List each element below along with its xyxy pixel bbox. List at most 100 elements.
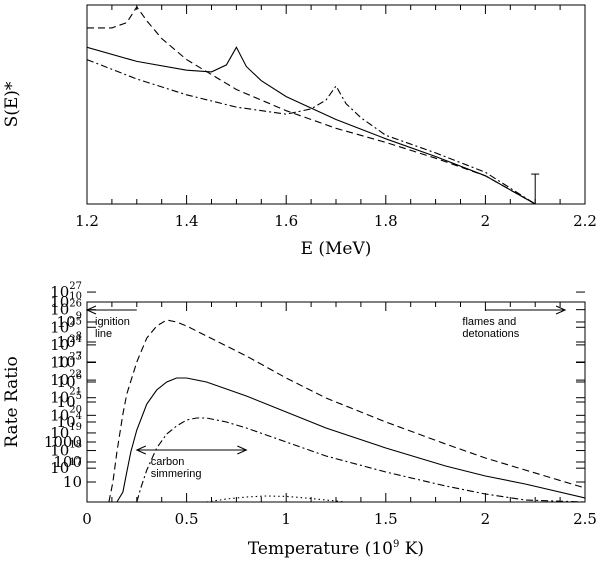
y-tick-base: 10 <box>50 336 69 354</box>
x-tick-label: 1.8 <box>374 212 398 230</box>
y-tick-base: 10 <box>50 353 69 371</box>
y-axis-label: Rate Ratio <box>2 356 22 447</box>
x-axis-label-unit: K) <box>399 539 424 559</box>
y-tick-exponent: 9 <box>76 311 82 322</box>
y-tick-exponent: 18 <box>69 440 82 451</box>
y-tick-label: 107 <box>57 351 82 371</box>
y-tick-base: 10 <box>57 373 76 391</box>
y-tick-base: 1000 <box>44 433 82 451</box>
x-tick-label: 1.4 <box>175 212 199 230</box>
x-axis-label: E (MeV) <box>301 239 372 259</box>
y-tick-exponent: 27 <box>69 281 82 292</box>
x-axis-label: Temperature (109 K) <box>248 539 424 559</box>
y-tick-label: 108 <box>57 331 82 351</box>
x-tick-label: 2.2 <box>573 212 597 230</box>
y-tick-base: 10 <box>50 318 69 336</box>
y-tick-base: 10 <box>50 301 69 319</box>
y-tick-label: 1010 <box>50 291 82 311</box>
arrow-head <box>237 445 248 455</box>
x-tick-label: 2 <box>481 212 491 230</box>
y-tick-base: 10 <box>57 413 76 431</box>
y-tick-exponent: 22 <box>69 369 82 380</box>
y-tick-label: 1019 <box>50 422 82 442</box>
y-tick-base: 10 <box>50 389 69 407</box>
y-tick-exponent: 8 <box>76 331 82 342</box>
arrow-head <box>135 445 147 455</box>
series-line-dash-dot <box>136 417 585 502</box>
y-tick-exponent: 24 <box>69 334 82 345</box>
x-tick-label: 2 <box>481 510 491 528</box>
y-tick-label: 109 <box>57 311 82 331</box>
y-tick-exponent: 17 <box>69 457 82 468</box>
y-tick-base: 10 <box>50 442 69 460</box>
x-axis-label-exponent: 9 <box>393 539 399 550</box>
series-line-dash-dot <box>87 59 536 204</box>
y-tick-label: 1023 <box>50 351 82 371</box>
y-tick-exponent: 19 <box>69 422 82 433</box>
plot-frame <box>86 4 586 205</box>
y-tick-base: 10 <box>50 293 69 311</box>
y-tick-label: 1021 <box>50 387 82 407</box>
y-tick-exponent: 20 <box>69 404 82 415</box>
y-tick-exponent: 4 <box>76 411 82 422</box>
y-tick-base: 10 <box>50 459 69 477</box>
x-axis-label-main: Temperature (10 <box>248 539 393 559</box>
x-tick-label: 0 <box>82 510 92 528</box>
y-tick-exponent: 21 <box>69 387 82 398</box>
y-tick-base: 10 <box>63 473 82 491</box>
y-tick-label: 1017 <box>50 457 82 477</box>
y-tick-base: 10 <box>57 353 76 371</box>
y-tick-exponent: 23 <box>69 351 82 362</box>
x-tick-label: 1.2 <box>75 212 99 230</box>
y-tick-label: 106 <box>57 371 82 391</box>
y-tick-exponent: 26 <box>69 299 82 310</box>
top-chart: 1.2 1.4 1.6 1.8 2 2.2101710181019102010211022… <box>2 4 597 477</box>
x-tick-label: 0.5 <box>175 510 199 528</box>
x-tick-label: 1.5 <box>374 510 398 528</box>
y-tick-base: 10 <box>50 424 69 442</box>
series-line-dashed <box>108 319 585 502</box>
y-tick-label: 1020 <box>50 404 82 424</box>
y-tick-label: 1025 <box>50 316 82 336</box>
y-tick-base: 10 <box>50 283 69 301</box>
series-line-solid <box>87 46 536 204</box>
y-tick-exponent: 5 <box>76 391 82 402</box>
y-tick-exponent: 6 <box>76 371 82 382</box>
annotation-text: simmering <box>151 468 202 480</box>
y-tick-exponent: 25 <box>69 316 82 327</box>
x-tick-label: 1.6 <box>274 212 298 230</box>
x-tick-label: 2.5 <box>573 510 597 528</box>
bottom-chart: 0 0.5 1 1.5 2 2.51010010001041051061071081091… <box>2 291 597 559</box>
y-tick-label: 100 <box>53 453 82 471</box>
y-tick-label: 104 <box>57 411 82 431</box>
y-tick-base: 10 <box>57 333 76 351</box>
y-tick-base: 10 <box>50 371 69 389</box>
y-tick-base: 10 <box>57 313 76 331</box>
x-tick-label: 1 <box>281 510 291 528</box>
annotation-text: carbon <box>151 456 185 468</box>
y-tick-base: 100 <box>53 453 82 471</box>
y-tick-label: 1022 <box>50 369 82 389</box>
series-line-dashed <box>87 5 536 204</box>
y-tick-label: 1026 <box>50 299 82 319</box>
y-tick-label: 10 <box>63 473 82 491</box>
y-tick-label: 1000 <box>44 433 82 451</box>
annotation-text: flames and <box>462 316 516 328</box>
y-tick-label: 105 <box>57 391 82 411</box>
y-tick-label: 1018 <box>50 440 82 460</box>
y-tick-exponent: 10 <box>69 291 82 302</box>
series-line-dotted <box>206 495 347 502</box>
y-tick-label: 1027 <box>50 281 82 301</box>
arrow-head <box>85 305 97 315</box>
annotation-text: detonations <box>462 328 519 340</box>
series-line-solid <box>116 377 585 502</box>
annotation-text: line <box>95 328 112 340</box>
y-axis-label: S(E)* <box>2 81 22 127</box>
y-tick-exponent: 7 <box>76 351 82 362</box>
y-tick-label: 1024 <box>50 334 82 354</box>
annotation-text: ignition <box>95 316 130 328</box>
